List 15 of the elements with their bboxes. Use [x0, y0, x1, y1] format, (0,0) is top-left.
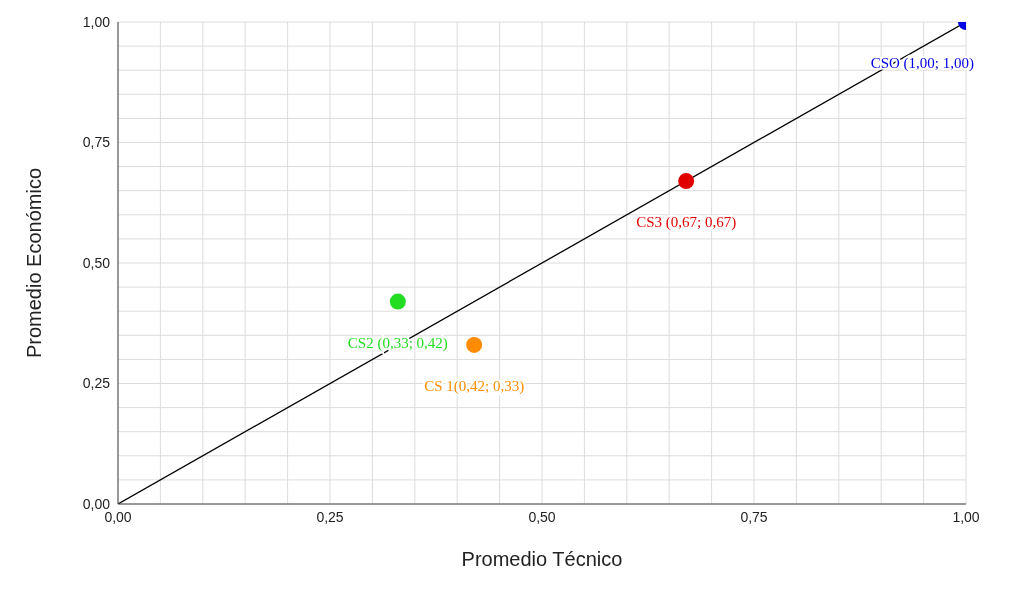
y-tick-label: 0,75 — [82, 134, 111, 151]
x-tick-label: 0,75 — [740, 508, 768, 525]
y-tick-label: 0,50 — [82, 254, 111, 271]
x-tick-label: 0,50 — [528, 508, 556, 525]
data-label: CS3 (0,67; 0,67) — [636, 214, 737, 232]
x-axis-title: Promedio Técnico — [461, 548, 623, 570]
x-tick-label: 1,00 — [952, 508, 980, 525]
data-label: CS 1(0,42; 0,33) — [424, 377, 525, 395]
y-tick-label: 1,00 — [82, 13, 111, 30]
point — [678, 173, 695, 190]
point — [466, 336, 483, 353]
y-tick-label: 0,25 — [82, 375, 111, 392]
y-axis-title: Promedio Económico — [23, 167, 46, 359]
x-tick-label: 0,25 — [316, 508, 344, 525]
point — [389, 293, 406, 310]
